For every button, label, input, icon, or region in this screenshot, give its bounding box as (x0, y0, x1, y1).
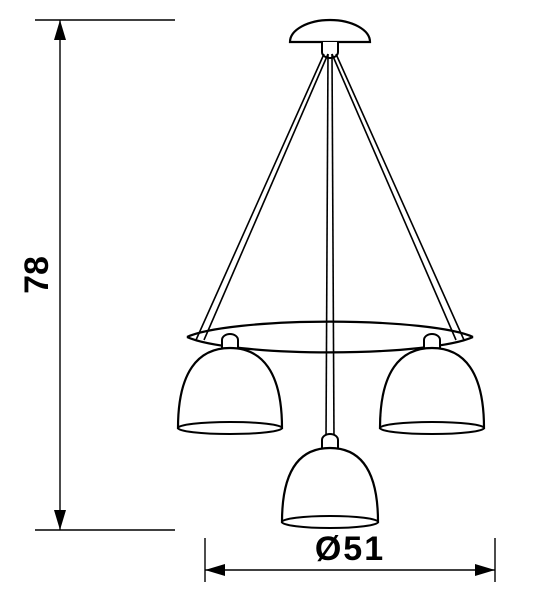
diameter-dimension-label: Ø51 (315, 530, 385, 568)
shade-left (178, 334, 282, 434)
cable-right-b (336, 54, 464, 340)
shade-right (380, 334, 484, 434)
canopy-connector (322, 42, 338, 58)
arrow-bottom (54, 510, 66, 530)
ceiling-canopy (290, 20, 370, 42)
height-dimension-label: 78 (18, 256, 56, 294)
cable-left-b (204, 54, 328, 340)
cable-right-a (332, 54, 456, 340)
cable-left-a (196, 54, 324, 340)
lamp-technical-drawing: 78 Ø51 (0, 0, 541, 600)
arrow-top (54, 20, 66, 40)
arrow-right (475, 564, 495, 576)
cable-center-a (326, 54, 328, 440)
shade-center (282, 434, 378, 528)
cable-center-b (332, 54, 334, 440)
arrow-left (205, 564, 225, 576)
